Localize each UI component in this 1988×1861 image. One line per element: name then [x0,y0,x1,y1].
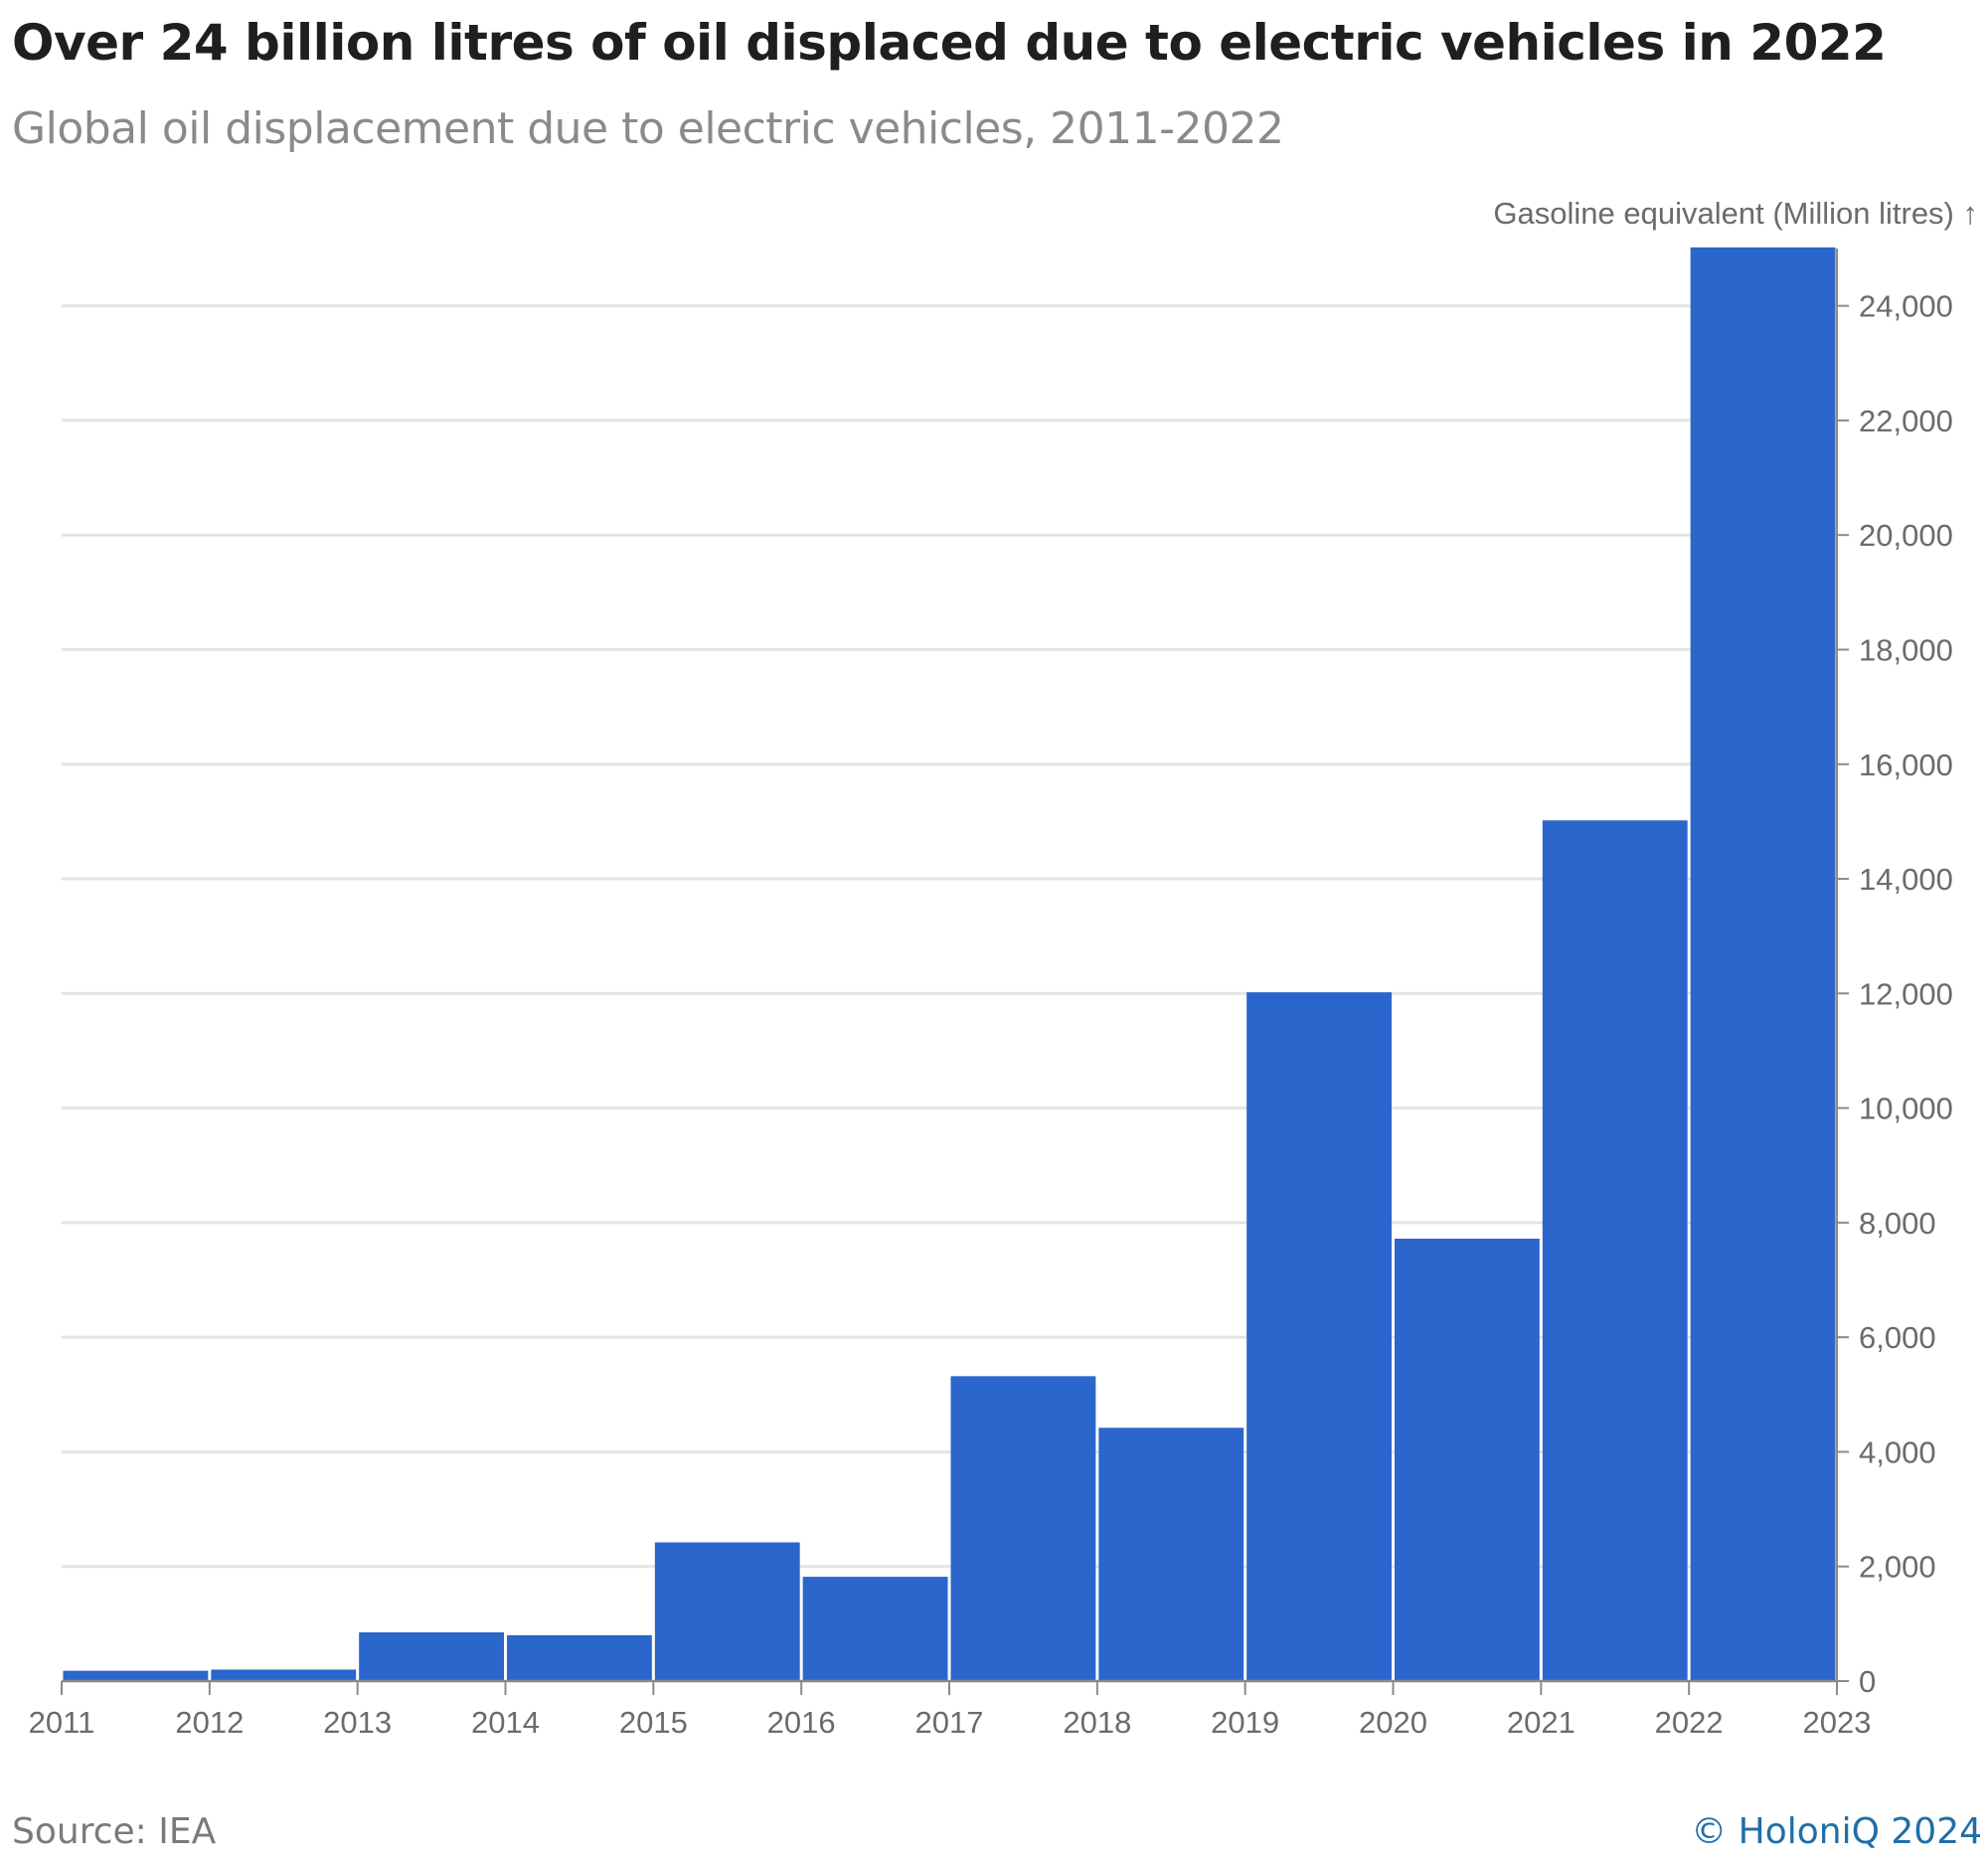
histogram-bar [359,1632,504,1681]
y-tick-label: 0 [1859,1664,1876,1699]
histogram-bar [1246,992,1392,1681]
x-tick-label: 2014 [471,1705,540,1740]
histogram-bar [211,1669,357,1681]
y-tick-label: 10,000 [1859,1092,1953,1126]
x-tick-label: 2020 [1359,1705,1427,1740]
y-tick-label: 12,000 [1859,976,1953,1011]
bar-chart: 0 2,000 4,000 6,000 8,000 10,000 12,000 14,000 1… [29,196,1978,1740]
source-note: Source: IEA [12,1811,217,1852]
x-tick-label: 2013 [323,1705,392,1740]
chart-title: Over 24 billion litres of oil displaced … [12,14,1887,72]
histogram-bar [1395,1239,1540,1681]
histogram-bar [1098,1428,1244,1681]
y-tick-label: 6,000 [1859,1320,1936,1355]
x-tick-label: 2021 [1507,1705,1575,1740]
x-tick-label: 2023 [1803,1705,1872,1740]
y-tick-label: 8,000 [1859,1206,1936,1241]
y-axis-label: Gasoline equivalent (Million litres) ↑ [1493,196,1978,231]
x-tick-label: 2015 [619,1705,688,1740]
histogram-bar [802,1577,948,1681]
histogram-bar [654,1542,800,1681]
grid-lines [62,304,1837,1569]
axes: 0 2,000 4,000 6,000 8,000 10,000 12,000 14,000 1… [29,249,1953,1740]
bars [63,247,1836,1682]
histogram-bar [1690,247,1836,1682]
x-tick-label: 2011 [29,1705,95,1740]
y-tick-label: 20,000 [1859,518,1953,553]
y-tick-label: 14,000 [1859,862,1953,897]
histogram-bar [63,1670,209,1681]
histogram-bar [950,1376,1096,1681]
x-tick-label: 2016 [767,1705,836,1740]
y-tick-label: 4,000 [1859,1435,1936,1469]
y-tick-label: 16,000 [1859,748,1953,782]
copyright-credit: © HoloniQ 2024 [1691,1811,1982,1852]
x-tick-label: 2019 [1211,1705,1279,1740]
x-tick-label: 2018 [1063,1705,1131,1740]
y-tick-label: 2,000 [1859,1550,1936,1585]
x-tick-label: 2022 [1655,1705,1724,1740]
x-tick-label: 2017 [915,1705,984,1740]
y-tick-label: 22,000 [1859,404,1953,438]
y-tick-label: 18,000 [1859,632,1953,667]
chart-subtitle: Global oil displacement due to electric … [12,103,1284,154]
histogram-bar [1542,820,1688,1681]
y-tick-label: 24,000 [1859,289,1953,324]
histogram-bar [507,1634,652,1681]
x-tick-label: 2012 [175,1705,244,1740]
